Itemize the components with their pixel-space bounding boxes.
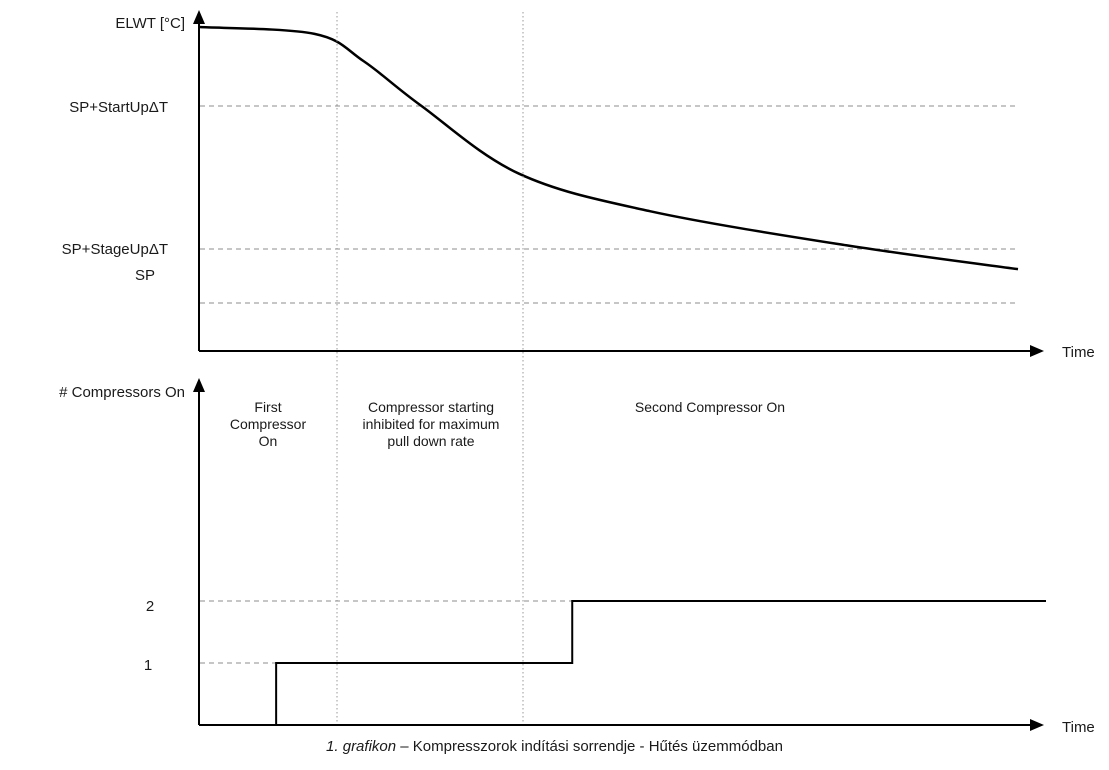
phase-annotation-2: Compressor starting inhibited for maximu… xyxy=(363,399,500,449)
phase2-line-2: inhibited for maximum xyxy=(363,416,500,432)
phase1-line-2: Compressor xyxy=(230,416,307,432)
threshold-label-sp: SP xyxy=(135,267,155,284)
phase2-line-3: pull down rate xyxy=(387,433,474,449)
caption-prefix: 1. grafikon xyxy=(326,738,397,755)
compressor-step-line xyxy=(275,600,1046,725)
top-y-axis-arrow xyxy=(193,10,205,24)
bottom-x-axis-arrow xyxy=(1030,719,1044,731)
top-x-axis-arrow xyxy=(1030,345,1044,357)
phase1-line-1: First xyxy=(254,399,281,415)
bottom-y-axis-label: # Compressors On xyxy=(59,384,185,401)
top-y-axis-label: ELWT [°C] xyxy=(115,15,185,32)
phase2-line-1: Compressor starting xyxy=(368,399,494,415)
top-chart: ELWT [°C] Time SP+StartUpΔT SP+StageUpΔT… xyxy=(62,10,1095,361)
top-x-axis-label: Time xyxy=(1062,344,1095,361)
caption-text: – Kompresszorok indítási sorrendje - Hűt… xyxy=(396,738,783,755)
y-tick-label-2: 2 xyxy=(146,598,154,615)
threshold-label-stageup: SP+StageUpΔT xyxy=(62,241,168,258)
bottom-x-axis-label: Time xyxy=(1062,719,1095,736)
phase-annotation-1: First Compressor On xyxy=(230,399,307,449)
bottom-y-axis-arrow xyxy=(193,378,205,392)
phase-annotation-3: Second Compressor On xyxy=(635,399,785,415)
threshold-label-startup: SP+StartUpΔT xyxy=(69,99,168,116)
phase1-line-3: On xyxy=(259,433,278,449)
figure-caption: 1. grafikon – Kompresszorok indítási sor… xyxy=(0,738,1109,755)
elwt-curve xyxy=(199,25,1019,271)
bottom-chart: # Compressors On Time 2 1 First Compress… xyxy=(59,378,1095,736)
y-tick-label-1: 1 xyxy=(144,657,152,674)
